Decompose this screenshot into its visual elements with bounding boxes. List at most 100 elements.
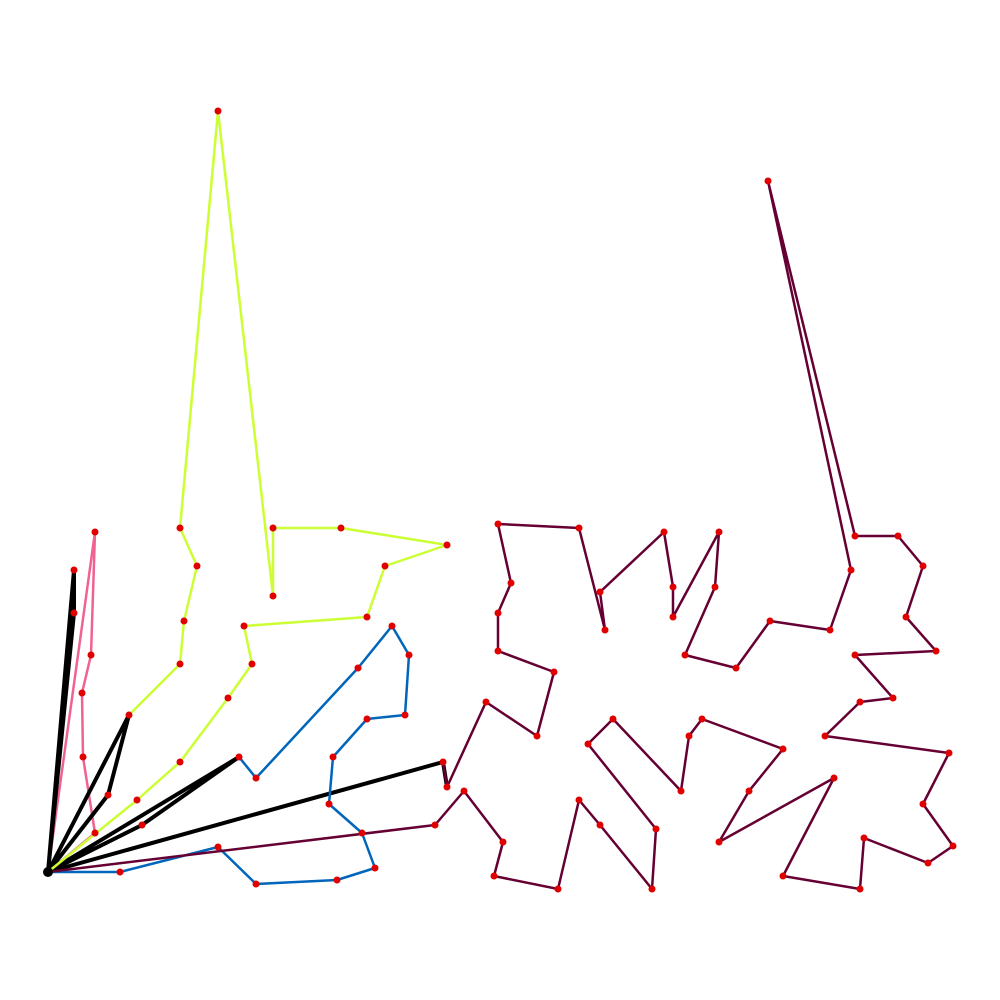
customer-node — [388, 622, 396, 630]
customer-node — [176, 524, 184, 532]
customer-node — [584, 740, 592, 748]
customer-node — [851, 651, 859, 659]
customer-node — [652, 825, 660, 833]
customer-node — [681, 651, 689, 659]
customer-node — [443, 783, 451, 791]
customer-node — [919, 800, 927, 808]
customer-node — [494, 647, 502, 655]
customer-node — [252, 880, 260, 888]
customer-node — [715, 528, 723, 536]
customer-node — [932, 647, 940, 655]
customer-node — [507, 579, 515, 587]
customer-node — [677, 787, 685, 795]
customer-node — [214, 843, 222, 851]
customer-node — [460, 787, 468, 795]
customer-node — [116, 868, 124, 876]
customer-node — [490, 872, 498, 880]
customer-node — [685, 732, 693, 740]
customer-node — [924, 859, 932, 867]
customer-node — [648, 885, 656, 893]
customer-node — [70, 566, 78, 574]
customer-node — [860, 834, 868, 842]
customer-node — [575, 796, 583, 804]
customer-node — [79, 753, 87, 761]
customer-node — [745, 787, 753, 795]
customer-node — [550, 668, 558, 676]
route-edges — [46, 109, 955, 891]
customer-node — [180, 617, 188, 625]
route-purple — [46, 179, 955, 891]
customer-node — [138, 821, 146, 829]
customer-node — [826, 626, 834, 634]
customer-node — [269, 592, 277, 600]
customer-node — [224, 694, 232, 702]
customer-node — [70, 609, 78, 617]
customer-node — [856, 698, 864, 706]
customer-node — [269, 524, 277, 532]
customer-node — [235, 753, 243, 761]
customer-node — [660, 528, 668, 536]
customer-node — [133, 796, 141, 804]
customer-node — [214, 107, 222, 115]
customer-node — [91, 829, 99, 837]
customer-node — [856, 885, 864, 893]
customer-node — [902, 613, 910, 621]
customer-node — [443, 541, 451, 549]
customer-node — [499, 838, 507, 846]
route-black-1 — [46, 568, 76, 874]
customer-node — [358, 829, 366, 837]
customer-node — [764, 177, 772, 185]
customer-node — [363, 613, 371, 621]
customer-node — [669, 613, 677, 621]
customer-node — [439, 758, 447, 766]
customer-node — [847, 566, 855, 574]
customer-node — [715, 838, 723, 846]
customer-node — [78, 689, 86, 697]
customer-node — [575, 524, 583, 532]
customer-node — [381, 562, 389, 570]
route-black-2 — [46, 713, 131, 874]
customer-node — [325, 800, 333, 808]
customer-node — [494, 520, 502, 528]
customer-node — [779, 872, 787, 880]
customer-node — [533, 732, 541, 740]
customer-node — [669, 583, 677, 591]
customer-node — [333, 876, 341, 884]
customer-node — [609, 715, 617, 723]
customer-node — [363, 715, 371, 723]
route-black-4 — [46, 760, 449, 874]
depot-node — [43, 867, 53, 877]
customer-node — [104, 791, 112, 799]
customer-node — [698, 715, 706, 723]
customer-node — [732, 664, 740, 672]
customer-node — [482, 698, 490, 706]
customer-node — [554, 885, 562, 893]
route-blue — [46, 624, 411, 886]
customer-node — [91, 528, 99, 536]
customer-nodes — [70, 107, 957, 893]
customer-node — [596, 821, 604, 829]
customer-node — [596, 588, 604, 596]
route-lime — [46, 109, 449, 874]
customer-node — [851, 532, 859, 540]
customer-node — [87, 651, 95, 659]
customer-node — [401, 711, 409, 719]
route-black-3 — [46, 755, 241, 874]
customer-node — [354, 664, 362, 672]
customer-node — [889, 694, 897, 702]
customer-node — [252, 774, 260, 782]
customer-node — [240, 622, 248, 630]
customer-node — [894, 532, 902, 540]
customer-node — [830, 774, 838, 782]
customer-node — [766, 617, 774, 625]
customer-node — [949, 842, 957, 850]
customer-node — [601, 626, 609, 634]
customer-node — [176, 660, 184, 668]
customer-node — [945, 749, 953, 757]
customer-node — [337, 524, 345, 532]
customer-node — [821, 732, 829, 740]
customer-node — [779, 745, 787, 753]
customer-node — [125, 711, 133, 719]
customer-node — [176, 758, 184, 766]
